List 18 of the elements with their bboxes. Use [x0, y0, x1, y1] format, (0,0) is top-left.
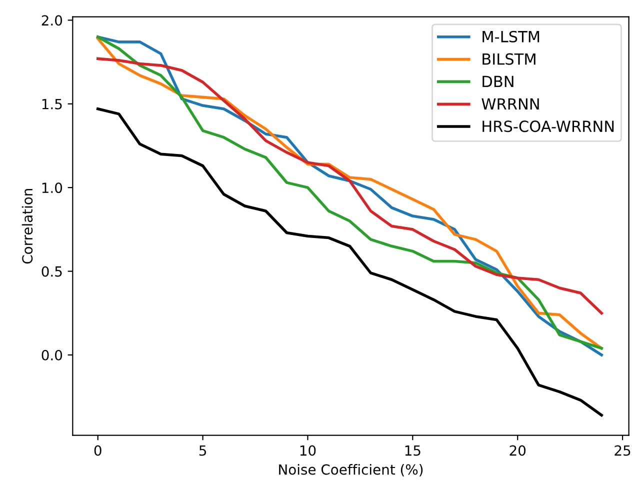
x-tick-label: 0 — [94, 445, 102, 456]
x-tick-label: 15 — [405, 445, 420, 456]
legend-label: M-LSTM — [482, 30, 540, 42]
legend-label: WRRNN — [482, 98, 539, 110]
x-tick-label: 25 — [614, 445, 630, 456]
y-tick-label: 1.5 — [42, 99, 62, 110]
x-tick-label: 10 — [300, 445, 316, 456]
x-axis-title: Noise Coefficient (%) — [279, 464, 423, 476]
x-tick-label: 20 — [510, 445, 526, 456]
legend-label: HRS-COA-WRRNN — [482, 120, 614, 132]
legend-label: BILSTM — [482, 53, 536, 65]
y-tick-label: 0.0 — [42, 350, 62, 360]
x-tick-label: 5 — [199, 445, 206, 456]
y-tick-label: 1.0 — [42, 182, 62, 194]
y-tick-label: 2.0 — [42, 15, 62, 26]
legend-label: DBN — [482, 76, 514, 88]
y-tick-label: 0.5 — [42, 266, 62, 277]
y-axis-title: Correlation — [22, 188, 33, 264]
